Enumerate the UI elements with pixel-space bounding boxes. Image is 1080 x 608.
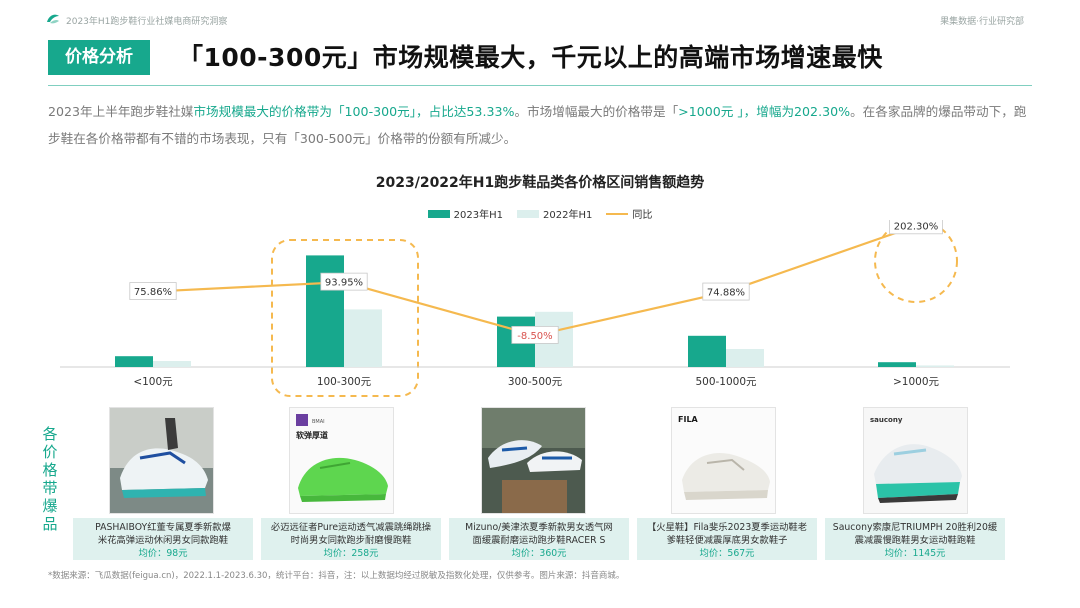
data-label-box (889, 220, 943, 235)
product-name: 米花高弹运动休闲男女同款跑鞋 (97, 535, 229, 546)
summary-part: 2023年上半年跑步鞋社媒 (48, 104, 194, 119)
page-headline: 「100-300元」市场规模最大，千元以上的高端市场增速最快 (178, 43, 883, 72)
product-price: 均价：258元 (323, 548, 379, 559)
highlight-circle (874, 220, 958, 303)
brand-label: FILA (678, 415, 699, 424)
x-tick-label: 300-500元 (508, 376, 563, 388)
product-caption: Mizuno/美津浓夏季新款男女透气网 面缓震耐磨运动跑步鞋RACER S 均价… (449, 518, 629, 560)
summary-highlight: 市场规模最大的价格带为「100-300元」，占比达53.33% (193, 104, 515, 119)
data-label-box (320, 272, 368, 291)
data-label: 93.95% (325, 278, 363, 289)
data-label: 202.30% (894, 221, 939, 232)
product-name: 【火星鞋】Fila斐乐2023夏季运动鞋老 (646, 522, 808, 533)
product-caption: 【火星鞋】Fila斐乐2023夏季运动鞋老 爹鞋轻便减震厚底男女款鞋子 均价：5… (637, 518, 817, 560)
highlight-box (271, 239, 419, 397)
data-label-box (129, 282, 177, 300)
legend-item-2022: 2022年H1 (517, 206, 592, 221)
product-caption: PASHAIBOY红董专属夏季新款爆 米花高弹运动休闲男女同款跑鞋 均价：98元 (73, 518, 253, 560)
side-label: 各价格带爆品 (42, 425, 58, 533)
data-label: -8.50% (517, 331, 552, 342)
x-tick-label: 500-1000元 (695, 376, 757, 388)
data-label: 75.86% (134, 287, 172, 298)
product-image: BMAI 软弹厚道 (289, 407, 394, 514)
bar-2022 (344, 309, 382, 367)
product-caption: 必迈远征者Pure运动透气减震跳绳跳操 时尚男女同款跑步耐磨慢跑鞋 均价：258… (261, 518, 441, 560)
legend-item-2023: 2023年H1 (427, 206, 503, 221)
product-row: PASHAIBOY红董专属夏季新款爆 米花高弹运动休闲男女同款跑鞋 均价：98元… (73, 407, 1009, 562)
product-name: 时尚男女同款跑步耐磨慢跑鞋 (290, 535, 412, 546)
section-badge: 价格分析 (48, 40, 150, 75)
legend-swatch (606, 212, 629, 215)
product-price: 均价：1145元 (884, 548, 946, 559)
header-bar: 2023年H1跑步鞋行业社媒电商研究洞察 果集数据·行业研究部 (0, 0, 1080, 30)
x-tick-label: 100-300元 (317, 376, 372, 388)
bar-2023 (878, 362, 916, 367)
legend-label: 同比 (632, 210, 653, 221)
product-price: 均价：567元 (699, 548, 755, 559)
product-caption: Saucony索康尼TRIUMPH 20胜利20缓 震减震慢跑鞋男女运动鞋跑鞋 … (825, 518, 1005, 560)
running-shoe-image (110, 408, 213, 513)
mizuno-shoe-image (482, 408, 585, 513)
summary-highlight: ，增幅为202.30% (743, 104, 851, 119)
svg-text:BMAI: BMAI (312, 419, 325, 425)
data-label: 74.88% (707, 288, 745, 299)
summary-part: 。市场增幅最大的价格带是「 (514, 104, 679, 119)
footnote: *数据来源：飞瓜数据(feigua.cn)，2022.1.1-2023.6.30… (48, 571, 625, 581)
bar-2023 (115, 356, 153, 367)
product-image (481, 407, 586, 514)
brand-label: saucony (870, 416, 903, 424)
legend-label: 2023年H1 (453, 210, 503, 221)
bar-2023 (306, 255, 344, 367)
legend-swatch (427, 209, 450, 218)
product-image: saucony (863, 407, 968, 514)
chart-title: 2023/2022年H1跑步鞋品类各价格区间销售额趋势 (375, 175, 705, 191)
product-badge: 软弹厚道 (296, 430, 328, 440)
bar-2022 (726, 349, 764, 367)
summary-part: 。在各家品牌的爆品带动下，跑步鞋在各价格带都有不错的市场表现，只有「300-50… (48, 104, 1027, 146)
report-title: 2023年H1跑步鞋行业社媒电商研究洞察 (66, 17, 228, 27)
legend-label: 2022年H1 (543, 210, 593, 221)
product-name: 震减震慢跑鞋男女运动鞋跑鞋 (854, 535, 976, 546)
fila-shoe-image: FILA (672, 408, 775, 513)
summary-text: 2023年上半年跑步鞋社媒市场规模最大的价格带为「100-300元」，占比达53… (48, 98, 1038, 152)
product-price: 均价：98元 (138, 548, 188, 559)
bar-2023 (688, 335, 726, 367)
bar-2022 (916, 365, 954, 367)
summary-highlight: >1000元 」 (678, 104, 744, 119)
legend-item-yoy: 同比 (606, 206, 652, 221)
product-price: 均价：360元 (511, 548, 567, 559)
chart-legend: 2023年H1 2022年H1 同比 (0, 206, 1080, 221)
chart-plot: <100元 100-300元 300-500元 500-1000元 >1000元 75.8… (60, 220, 1010, 397)
product-name: 必迈远征者Pure运动透气减震跳绳跳操 (270, 522, 432, 533)
product-name: PASHAIBOY红董专属夏季新款爆 (95, 522, 231, 533)
product-name: 爹鞋轻便减震厚底男女款鞋子 (666, 535, 788, 546)
product-image: FILA (671, 407, 776, 514)
legend-swatch (517, 209, 539, 218)
x-tick-label: >1000元 (893, 376, 940, 388)
product-name: Mizuno/美津浓夏季新款男女透气网 (465, 522, 613, 533)
logo-icon (47, 14, 59, 24)
green-shoe-image: BMAI 软弹厚道 (290, 408, 393, 513)
divider (48, 85, 1032, 86)
x-tick-label: <100元 (133, 376, 173, 388)
department-label: 果集数据·行业研究部 (940, 17, 1024, 27)
bar-2022 (153, 361, 191, 367)
saucony-shoe-image: saucony (864, 408, 967, 513)
data-label-box (511, 326, 559, 344)
product-name: 面缓震耐磨运动跑步鞋RACER S (472, 535, 606, 546)
product-name: Saucony索康尼TRIUMPH 20胜利20缓 (832, 522, 998, 533)
product-image (109, 407, 214, 514)
data-label-box (702, 282, 750, 301)
